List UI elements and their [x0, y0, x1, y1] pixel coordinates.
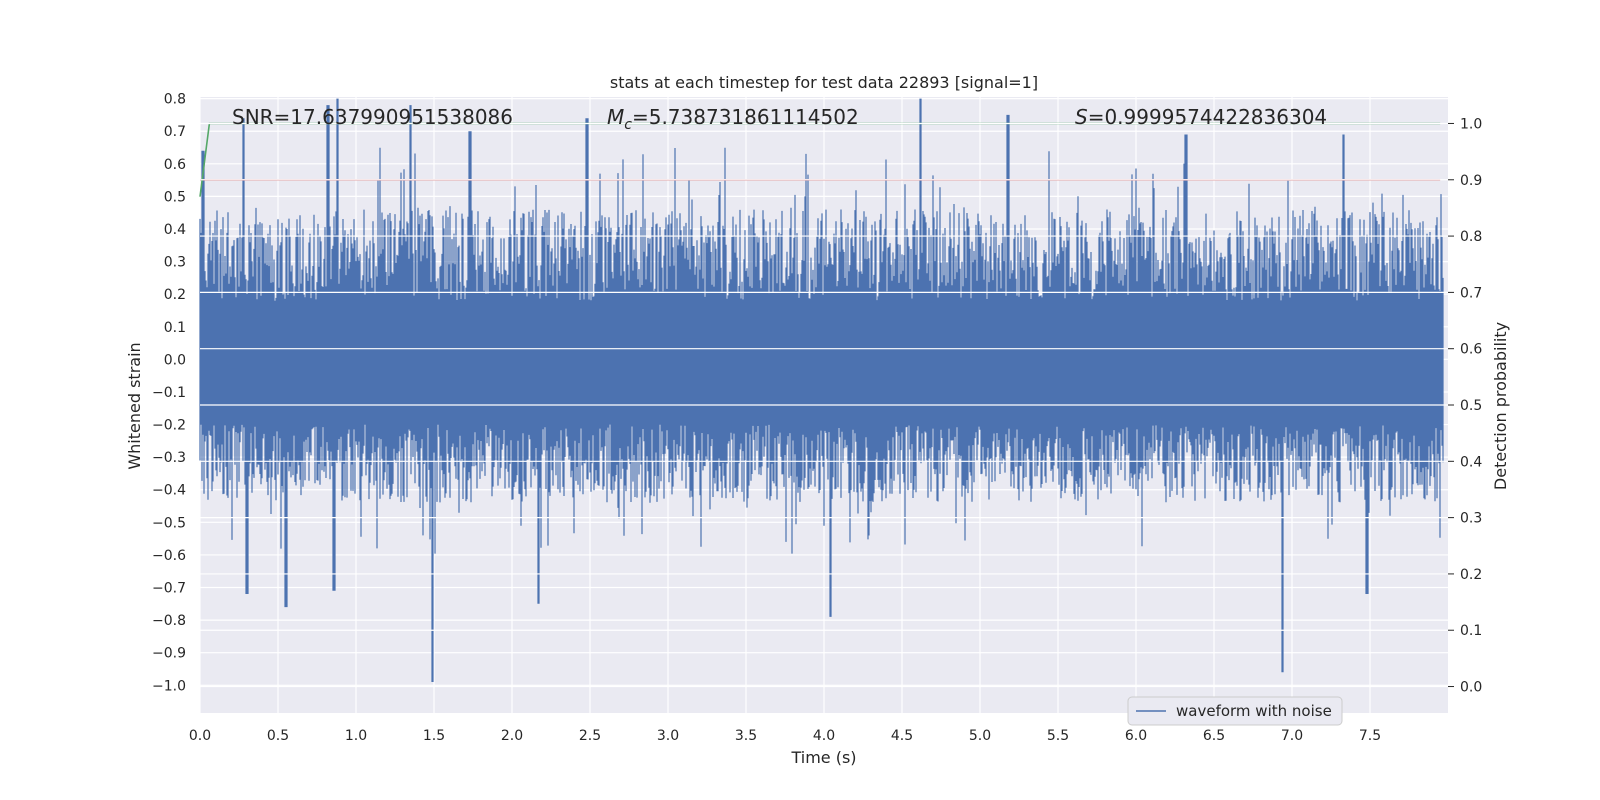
y-tick-label: −0.9: [152, 646, 186, 662]
snr-annotation: SNR=17.637990951538086: [232, 105, 513, 129]
y2-tick-label: 0.5: [1460, 398, 1482, 414]
y2-tick-label: 0.2: [1460, 567, 1482, 583]
x-tick-label: 3.0: [657, 728, 679, 744]
legend: waveform with noise: [1127, 696, 1343, 726]
chart-title: stats at each timestep for test data 228…: [610, 73, 1038, 92]
y-tick-label: −0.1: [152, 385, 186, 401]
x-tick-label: 3.5: [735, 728, 757, 744]
y-tick-label: 0.4: [164, 222, 186, 238]
x-tick-label: 5.5: [1047, 728, 1069, 744]
y-tick-label: 0.0: [164, 352, 186, 368]
x-tick-label: 2.5: [579, 728, 601, 744]
y-tick-label: −0.4: [152, 483, 186, 499]
y-tick-label: −1.0: [152, 678, 186, 694]
y-axis-label: Whitened strain: [125, 342, 144, 469]
y2-tick-label: 1.0: [1460, 116, 1482, 132]
y-tick-label: 0.8: [164, 92, 186, 108]
y-tick-label: −0.8: [152, 613, 186, 629]
y-tick-label: −0.5: [152, 515, 186, 531]
y-tick-label: −0.3: [152, 450, 186, 466]
y-tick-label: 0.5: [164, 189, 186, 205]
x-tick-label: 1.5: [423, 728, 445, 744]
x-tick-label: 6.5: [1203, 728, 1225, 744]
x-tick-label: 1.0: [345, 728, 367, 744]
y2-tick-label: 0.3: [1460, 511, 1482, 527]
y2-tick-label: 0.4: [1460, 454, 1482, 470]
y2-axis-label: Detection probability: [1491, 322, 1510, 490]
y-tick-label: 0.3: [164, 255, 186, 271]
y2-tick-label: 0.8: [1460, 229, 1482, 245]
y-tick-labels: 0.8 0.7 0.6 0.5 0.4 0.3 0.2 0.1 0.0 −0.1 −0.2 −0.3 −…: [152, 92, 186, 695]
y2-tick-label: 0.1: [1460, 623, 1482, 639]
y2-tick-label: 0.6: [1460, 342, 1482, 358]
x-tick-label: 0.5: [267, 728, 289, 744]
y-tick-label: 0.2: [164, 287, 186, 303]
waveform-core: [200, 307, 1443, 419]
y2-tick-label: 0.7: [1460, 285, 1482, 301]
y2-tick-label: 0.0: [1460, 680, 1482, 696]
y-tick-label: 0.6: [164, 157, 186, 173]
waveform-series: [199, 98, 1444, 682]
x-tick-label: 4.5: [891, 728, 913, 744]
y2-tick-label: 0.9: [1460, 173, 1482, 189]
legend-label: waveform with noise: [1176, 702, 1332, 720]
y-tick-label: −0.2: [152, 418, 186, 434]
x-tick-label: 5.0: [969, 728, 991, 744]
y-tick-label: 0.7: [164, 124, 186, 140]
x-tick-labels: 0.0 0.5 1.0 1.5 2.0 2.5 3.0 3.5 4.0 4.5 5.0 5.5 6.0 6…: [189, 728, 1381, 744]
x-tick-label: 7.0: [1281, 728, 1303, 744]
x-tick-label: 6.0: [1125, 728, 1147, 744]
y-tick-label: −0.6: [152, 548, 186, 564]
y2-tick-labels: 1.0 0.9 0.8 0.7 0.6 0.5 0.4 0.3 0.2 0.1 0.0: [1448, 116, 1482, 696]
grid-overlay: [200, 122, 1448, 688]
legend-box: [1127, 696, 1343, 726]
y-tick-label: 0.1: [164, 320, 186, 336]
x-tick-label: 2.0: [501, 728, 523, 744]
x-tick-label: 4.0: [813, 728, 835, 744]
x-tick-label: 7.5: [1359, 728, 1381, 744]
x-tick-label: 0.0: [189, 728, 211, 744]
s-annotation: S=0.9999574422836304: [1075, 105, 1327, 129]
y-tick-label: −0.7: [152, 581, 186, 597]
x-axis-label: Time (s): [790, 748, 856, 767]
mc-annotation: Mc=5.738731861114502: [607, 105, 859, 133]
